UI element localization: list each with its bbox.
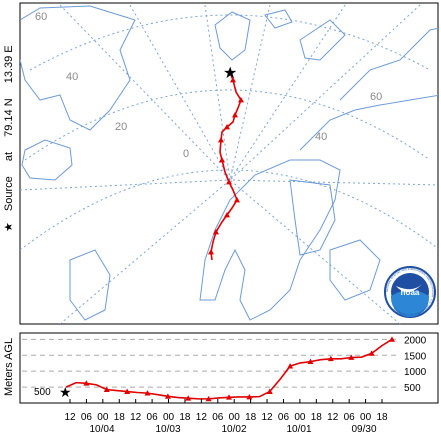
- novaya-zemlya-outline: [299, 19, 346, 61]
- hour-tick-label: 06: [212, 412, 224, 423]
- hour-tick-label: 00: [294, 412, 306, 423]
- noaa-logo: noaa NATIONAL OCEANIC AND ATMOSPHERIC AD…: [384, 266, 436, 318]
- hour-tick-label: 06: [344, 412, 356, 423]
- trajectory-marker: [232, 112, 238, 118]
- graticule: [20, 4, 438, 324]
- graticule-label: 40: [315, 131, 327, 143]
- graticule-label: 40: [66, 71, 78, 83]
- map-source-star-icon: ★: [223, 63, 237, 82]
- height-tick-label: 1500: [404, 351, 427, 362]
- hour-tick-label: 12: [327, 412, 339, 423]
- trajectory-marker: [226, 179, 232, 185]
- hour-tick-label: 18: [245, 412, 257, 423]
- hour-tick-label: 18: [114, 412, 126, 423]
- height-profile-marker: [327, 355, 334, 362]
- trajectory-marker: [238, 97, 244, 103]
- iceland-outline: [21, 139, 73, 181]
- hour-tick-label: 00: [360, 412, 372, 423]
- height-profile-marker: [205, 395, 212, 402]
- hour-tick-label: 12: [261, 412, 273, 423]
- trajectory-marker: [213, 229, 219, 235]
- height-tick-labels: 2000 1500 1000 500: [404, 335, 427, 394]
- hour-tick-label: 18: [376, 412, 388, 423]
- height-profile-marker: [103, 386, 110, 393]
- height-profile-marker: [348, 354, 355, 360]
- trajectory-marker: [224, 212, 230, 218]
- trajectory-markers: [208, 77, 244, 255]
- source-lat: 79.14 N: [3, 98, 15, 137]
- franz-josef-outline: [264, 9, 293, 29]
- trajectory-marker: [224, 124, 230, 130]
- greenland-outline: [20, 5, 136, 131]
- height-profile-marker: [287, 363, 294, 369]
- graticule-label: 20: [115, 121, 127, 133]
- source-label-group: ★ Source at 79.14 N 13.39 E: [2, 45, 15, 232]
- source-lon: 13.39 E: [3, 45, 15, 84]
- land-outlines: [20, 5, 438, 321]
- start-height-label: 500: [34, 387, 51, 398]
- height-profile-markers: [83, 336, 395, 402]
- noaa-logo-text: noaa: [401, 288, 420, 297]
- baltic-states-outline: [329, 239, 381, 301]
- height-profile-marker: [124, 388, 131, 394]
- height-profile-marker: [246, 393, 253, 400]
- height-profile-marker: [389, 336, 395, 342]
- height-tick-label: 500: [404, 383, 421, 394]
- source-label: Source: [3, 176, 15, 212]
- source-at-label: at: [3, 151, 15, 162]
- height-profile-marker: [226, 394, 232, 400]
- svalbard-outline: [214, 11, 251, 61]
- height-axis-label: Meters AGL: [3, 337, 15, 396]
- scandinavia-outline: [199, 159, 341, 321]
- graticule-label: 0: [183, 148, 189, 160]
- height-tick-label: 1000: [404, 367, 427, 378]
- russia-coast-outline: [299, 94, 438, 151]
- hour-tick-label: 00: [229, 412, 241, 423]
- hour-tick-label: 00: [97, 412, 109, 423]
- trajectory-marker: [230, 77, 236, 83]
- hour-tick-label: 06: [147, 412, 159, 423]
- finland-outline: [289, 179, 336, 256]
- height-profile-marker: [266, 388, 273, 394]
- height-profile-marker: [83, 380, 90, 386]
- date-tick-labels: 10/04 10/03 10/02 10/01 09/30: [89, 424, 376, 435]
- graticule-label: 60: [370, 91, 382, 103]
- graticule-label: 60: [35, 11, 47, 23]
- height-tick-label: 2000: [404, 335, 427, 346]
- siberia-coast-outline: [339, 27, 438, 101]
- hour-tick-label: 06: [81, 412, 93, 423]
- height-profile-marker: [368, 350, 375, 356]
- hour-tick-label: 12: [196, 412, 208, 423]
- britain-outline: [69, 249, 111, 321]
- hour-tick-label: 06: [278, 412, 290, 423]
- source-star-icon: ★: [3, 222, 15, 232]
- date-tick-label: 09/30: [351, 424, 376, 435]
- height-profile-marker: [144, 390, 151, 396]
- date-tick-label: 10/02: [221, 424, 246, 435]
- height-profile-marker: [307, 358, 314, 365]
- trajectory-marker: [219, 157, 225, 163]
- hour-tick-label: 18: [311, 412, 323, 423]
- height-gridlines: [22, 338, 400, 388]
- trajectory-marker: [218, 137, 224, 143]
- map-panel: 60 40 20 0 40 60 ★ noaa NATIONA: [19, 2, 439, 325]
- hour-tick-label: 00: [163, 412, 175, 423]
- trajectory-marker: [234, 197, 240, 203]
- date-tick-label: 10/04: [89, 424, 114, 435]
- date-tick-label: 10/03: [155, 424, 180, 435]
- hour-tick-label: 18: [179, 412, 191, 423]
- graticule-labels: 60 40 20 0 40 60: [35, 11, 382, 160]
- height-profile-marker: [164, 393, 171, 399]
- trajectory-marker: [208, 249, 214, 255]
- hour-tick-label: 12: [130, 412, 142, 423]
- hour-tick-label: 12: [64, 412, 76, 423]
- hour-tick-labels: 12 06 00 18 12 06 00 18 12 06 00 18 12 06 00 18 12 06 00 18: [64, 399, 388, 423]
- date-tick-label: 10/01: [286, 424, 311, 435]
- height-profile-marker: [185, 395, 192, 401]
- profile-source-star-icon: ★: [59, 385, 72, 401]
